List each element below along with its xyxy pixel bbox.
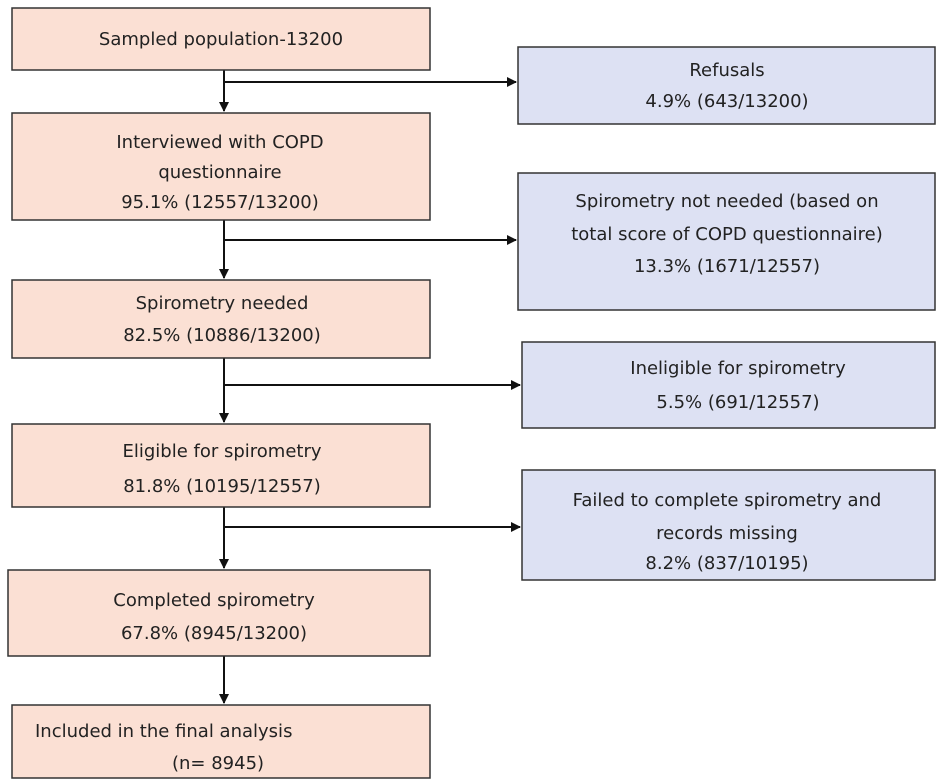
- node: Included in the final analysis (n= 8945): [11, 704, 431, 779]
- node: Interviewed with COPD questionnaire 95.1% …: [11, 112, 431, 221]
- node-text: 4.9% (643/13200): [645, 91, 808, 112]
- node-text: 82.5% (10886/13200): [123, 325, 321, 346]
- node-text: Ineligible for spirometry: [630, 358, 846, 379]
- node-text: (n= 8945): [172, 753, 264, 774]
- node-text: Included in the final analysis: [35, 721, 292, 742]
- node-text: 95.1% (12557/13200): [121, 192, 319, 213]
- node: Sampled population-13200: [11, 7, 431, 71]
- node-text: records missing: [656, 523, 798, 544]
- node-box: [11, 704, 431, 779]
- node-text: Interviewed with COPD: [116, 132, 323, 153]
- node-box: [517, 172, 936, 311]
- node-box: [521, 469, 936, 581]
- node: Spirometry needed 82.5% (10886/13200): [11, 279, 431, 359]
- node-text: Failed to complete spirometry and: [573, 490, 882, 511]
- node-text: 81.8% (10195/12557): [123, 476, 321, 497]
- node-box: [7, 569, 431, 657]
- node-text: 8.2% (837/10195): [645, 553, 808, 574]
- node: Refusals 4.9% (643/13200): [517, 46, 936, 125]
- node: Eligible for spirometry 81.8% (10195/1255…: [11, 423, 431, 508]
- node-box: [11, 112, 431, 221]
- node-box: [517, 46, 936, 125]
- node-box: [11, 279, 431, 359]
- node-box: [11, 423, 431, 508]
- node-text: Sampled population-13200: [99, 29, 343, 50]
- node-text: Spirometry not needed (based on: [575, 191, 878, 212]
- node-text: Eligible for spirometry: [122, 441, 321, 462]
- node-text: 67.8% (8945/13200): [121, 623, 307, 644]
- node-box: [521, 341, 936, 429]
- node-text: questionnaire: [158, 162, 281, 183]
- node: Spirometry not needed (based on total sco…: [517, 172, 936, 311]
- node: Completed spirometry 67.8% (8945/13200): [7, 569, 431, 657]
- node-text: total score of COPD questionnaire): [571, 224, 883, 245]
- node-text: Completed spirometry: [113, 590, 315, 611]
- node-text: 5.5% (691/12557): [656, 392, 819, 413]
- node: Failed to complete spirometry and records…: [521, 469, 936, 581]
- node-text: Refusals: [689, 60, 764, 81]
- node: Ineligible for spirometry 5.5% (691/12557…: [521, 341, 936, 429]
- node-box: [11, 7, 431, 71]
- node-text: Spirometry needed: [136, 293, 309, 314]
- node-text: 13.3% (1671/12557): [634, 256, 820, 277]
- arrows: [219, 70, 521, 704]
